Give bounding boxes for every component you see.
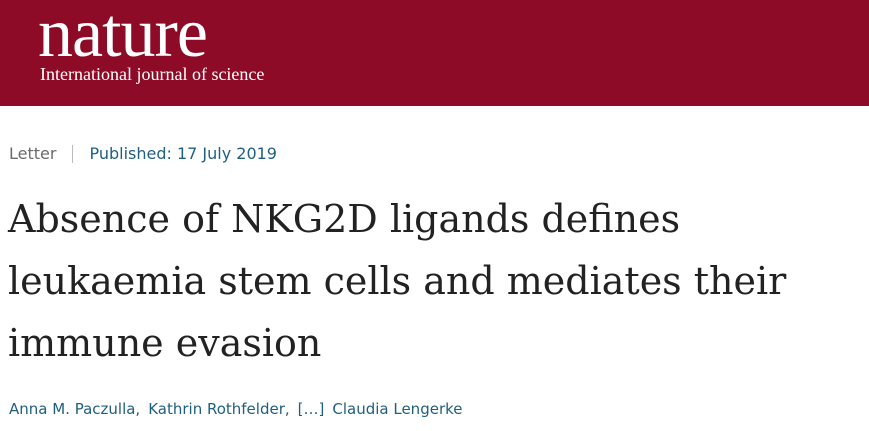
title-line: immune evasion <box>8 321 322 365</box>
title-line: leukaemia stem cells and mediates their <box>8 259 787 303</box>
author-list: Anna M. Paczulla, Kathrin Rothfelder, […] C… <box>9 400 471 418</box>
article-type: Letter <box>9 144 57 163</box>
author[interactable]: Claudia Lengerke <box>332 400 463 418</box>
author[interactable]: […] <box>297 400 325 418</box>
author[interactable]: Kathrin Rothfelder, <box>148 400 290 418</box>
site-header: nature International journal of science <box>0 0 869 106</box>
article-title: Absence of NKG2D ligands defines leukaemi… <box>8 188 786 374</box>
logo[interactable]: nature <box>38 0 208 72</box>
tagline: International journal of science <box>40 64 265 84</box>
published-date: Published: 17 July 2019 <box>89 144 277 163</box>
separator <box>72 144 74 163</box>
title-line: Absence of NKG2D ligands defines <box>8 197 681 241</box>
author[interactable]: Anna M. Paczulla, <box>9 400 141 418</box>
article-meta: Letter Published: 17 July 2019 <box>9 144 277 163</box>
